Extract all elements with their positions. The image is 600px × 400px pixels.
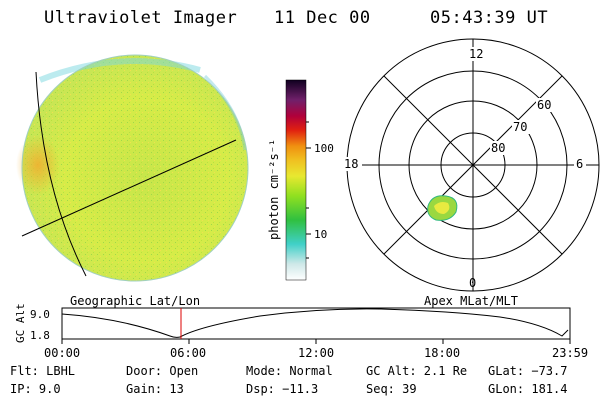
earth-disk [16,54,249,282]
colorbar-ticks [306,121,311,259]
longitude-line [35,71,87,277]
orbit-x-tick-1800: 18:00 [424,346,461,360]
orbit-altitude-curve [61,308,569,338]
polar-plot [346,38,600,292]
orbit-x-ticks [61,339,571,344]
orbit-y-tick-9: 9.0 [30,308,50,321]
left-panel-label: Geographic Lat/Lon [70,294,201,308]
info-door: Door: Open [126,364,199,378]
colorbar-tick-10: 10 [314,228,327,241]
mlat-label-70: 70 [513,120,527,134]
mlt-label-6: 6 [576,157,583,171]
mlt-label-18: 18 [344,157,358,171]
date-label: 11 Dec 00 [274,8,371,28]
mlat-label-80: 80 [491,141,505,155]
info-ip: IP: 9.0 [10,382,61,396]
right-panel-label: Apex MLat/MLT [424,294,518,308]
auroral-oval [427,195,458,221]
app-title: Ultraviolet Imager [44,8,238,28]
orbit-axis-label: GC Alt [14,303,27,343]
mlt-label-0: 0 [469,276,476,290]
orbit-x-tick-1200: 12:00 [298,346,335,360]
info-seq: Seq: 39 [366,382,417,396]
colorbar [285,79,307,281]
info-flt: Flt: LBHL [10,364,76,378]
time-label: 05:43:39 UT [430,8,549,28]
info-mode: Mode: Normal [246,364,333,378]
mlt-label-12: 12 [469,47,483,61]
info-glat: GLat: −73.7 [488,364,568,378]
mlat-label-60: 60 [537,98,551,112]
latitude-line [21,139,237,237]
orbit-x-tick-0000: 00:00 [44,346,81,360]
colorbar-unit-label: photon cm⁻²s⁻¹ [267,139,281,240]
orbit-y-tick-1.8: 1.8 [30,329,50,342]
info-glon: GLon: 181.4 [488,382,568,396]
info-gc-alt: GC Alt: 2.1 Re [366,364,468,378]
info-gain: Gain: 13 [126,382,184,396]
orbit-plot-frame [61,307,571,340]
orbit-x-tick-0600: 06:00 [170,346,207,360]
colorbar-tick-100: 100 [314,142,334,155]
info-dsp: Dsp: −11.3 [246,382,319,396]
orbit-x-tick-2359: 23:59 [552,346,589,360]
